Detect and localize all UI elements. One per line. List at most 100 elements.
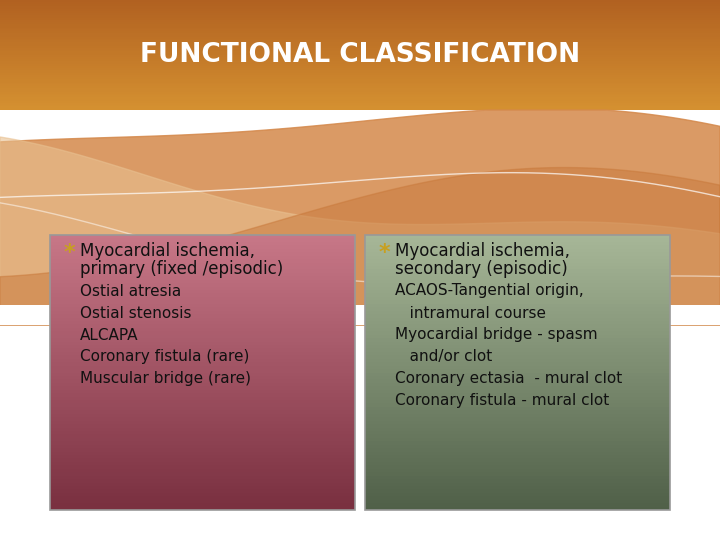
Bar [365,359,670,362]
Bar [0,40,720,42]
Bar [50,259,355,262]
Bar [50,314,355,318]
Bar [0,77,720,79]
Bar [50,444,355,448]
Bar [365,355,670,359]
Text: *: * [379,243,391,263]
Bar [50,276,355,280]
Bar [50,300,355,303]
Bar [0,50,720,51]
Bar [0,0,720,2]
Bar [50,310,355,314]
Bar [0,99,720,101]
Bar [50,428,355,431]
Bar [50,458,355,462]
Bar [50,318,355,321]
Bar [0,35,720,37]
Text: *: * [64,243,76,263]
Text: intramural course: intramural course [395,306,546,321]
Bar [50,269,355,273]
Bar [50,407,355,410]
Bar [50,489,355,493]
Bar [50,483,355,486]
Bar [0,84,720,86]
Bar [365,342,670,345]
Bar [365,496,670,500]
Bar [50,414,355,417]
Bar [0,55,720,57]
Bar [0,103,720,105]
Bar [365,493,670,496]
Bar [50,448,355,451]
Bar [0,13,720,15]
Bar [365,269,670,273]
Bar [0,51,720,53]
Bar [365,366,670,369]
Bar [50,431,355,434]
Bar [0,305,720,325]
Bar [50,403,355,407]
Bar [365,434,670,438]
Bar [50,338,355,342]
Bar [50,410,355,414]
Bar [0,46,720,48]
Bar [0,31,720,33]
Bar [50,496,355,500]
Bar [365,273,670,276]
Bar [50,303,355,307]
Bar [50,393,355,396]
Bar [50,507,355,510]
Bar [0,24,720,26]
Bar [50,335,355,338]
Text: ALCAPA: ALCAPA [80,327,138,342]
Bar [365,335,670,338]
Bar [365,352,670,355]
Bar [50,434,355,438]
Bar [0,106,720,108]
Bar [50,283,355,287]
Bar [365,249,670,252]
Bar [365,500,670,503]
Bar [365,424,670,428]
Bar [365,321,670,325]
Bar [50,476,355,479]
Bar [50,386,355,390]
Bar [365,393,670,396]
Bar [50,348,355,352]
Bar [0,64,720,66]
Bar [365,310,670,314]
Bar [365,417,670,421]
Bar [0,86,720,88]
Bar [0,80,720,83]
Bar [50,242,355,245]
Bar [50,465,355,469]
Bar [365,400,670,403]
Bar [50,352,355,355]
Text: primary (fixed /episodic): primary (fixed /episodic) [80,260,283,278]
Text: FUNCTIONAL CLASSIFICATION: FUNCTIONAL CLASSIFICATION [140,42,580,68]
Bar [50,479,355,483]
Bar [0,105,720,106]
Bar [365,303,670,307]
Bar [50,245,355,249]
Bar [50,383,355,386]
Bar [50,441,355,444]
Bar [365,280,670,283]
Bar [365,503,670,507]
Bar [365,483,670,486]
Bar [50,376,355,380]
Bar [0,108,720,110]
Bar [50,252,355,255]
Bar [365,479,670,483]
Bar [365,266,670,269]
Bar [0,20,720,22]
Bar [365,338,670,342]
Bar [365,325,670,328]
Bar [0,44,720,46]
Bar [0,22,720,24]
Bar [365,451,670,455]
Bar [0,83,720,84]
Bar [365,235,670,510]
Bar [0,70,720,71]
Bar [365,242,670,245]
